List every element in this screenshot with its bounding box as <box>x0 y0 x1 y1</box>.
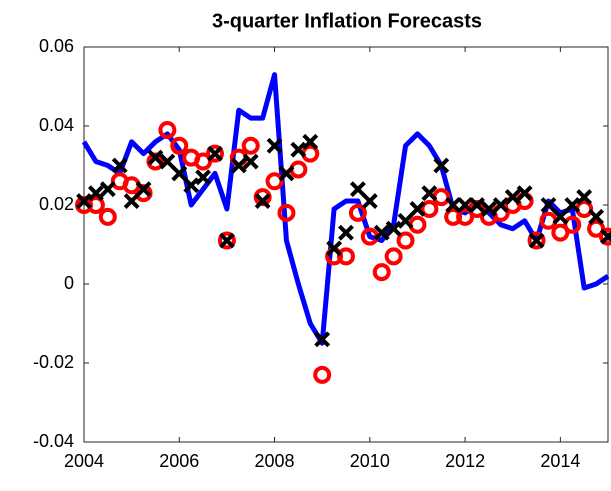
y-tick-label: 0.06 <box>39 36 74 56</box>
x-marker <box>290 141 307 158</box>
x-marker <box>183 177 200 194</box>
circle-marker <box>420 199 439 218</box>
x-marker <box>397 212 414 229</box>
x-marker <box>242 153 259 170</box>
circle-marker <box>396 231 415 250</box>
x-marker <box>314 331 331 348</box>
x-marker <box>552 208 569 225</box>
y-tick-label: 0 <box>64 273 74 293</box>
circle-marker <box>563 215 582 234</box>
circle-marker <box>527 231 546 250</box>
series-line <box>81 72 610 346</box>
circle-marker <box>241 136 260 155</box>
plot-area <box>83 46 609 443</box>
x-marker <box>457 197 474 213</box>
x-marker <box>385 220 402 237</box>
x-marker <box>409 201 426 217</box>
circle-marker <box>587 219 606 238</box>
x-marker <box>230 157 247 174</box>
x-marker <box>254 193 271 209</box>
x-marker <box>266 137 283 154</box>
circle-marker <box>75 196 93 214</box>
x-marker <box>218 232 235 249</box>
x-marker <box>469 197 485 213</box>
circle-marker <box>134 184 153 203</box>
x-marker <box>326 240 343 257</box>
x-marker <box>123 193 140 209</box>
x-marker <box>540 197 557 213</box>
x-marker <box>516 185 533 202</box>
x-marker <box>195 169 212 186</box>
x-marker <box>87 185 104 202</box>
y-tick-label: -0.02 <box>33 352 74 372</box>
x-marker <box>278 165 295 182</box>
x-marker <box>588 208 605 225</box>
x-marker <box>528 232 545 249</box>
y-tick-label: 0.04 <box>39 115 74 135</box>
y-tick-label: -0.04 <box>33 431 74 451</box>
circle-marker <box>348 203 367 222</box>
circle-marker <box>277 203 296 222</box>
circle-marker <box>194 152 213 171</box>
x-marker <box>111 157 128 174</box>
x-marker <box>135 181 152 198</box>
x-marker <box>421 185 438 202</box>
circle-marker <box>313 365 332 384</box>
circle-marker <box>146 152 165 171</box>
x-marker <box>338 224 354 241</box>
circle-marker <box>265 172 284 191</box>
x-tick-label: 2004 <box>64 451 104 471</box>
x-marker <box>99 181 116 198</box>
x-marker <box>171 165 188 182</box>
x-marker <box>373 224 390 241</box>
x-marker <box>564 197 581 213</box>
x-marker <box>361 193 378 209</box>
x-marker <box>445 197 462 213</box>
x-tick-label: 2008 <box>255 451 295 471</box>
circle-marker <box>158 120 177 139</box>
x-marker <box>207 145 223 162</box>
x-marker <box>76 193 92 209</box>
x-tick-label: 2014 <box>540 451 580 471</box>
circle-marker <box>372 263 391 282</box>
x-tick-label: 2010 <box>350 451 390 471</box>
x-marker <box>433 157 450 174</box>
circle-marker <box>217 231 236 250</box>
x-marker <box>480 201 497 217</box>
x-marker <box>349 181 366 198</box>
x-tick-label: 2012 <box>445 451 485 471</box>
x-marker <box>159 153 176 170</box>
x-marker <box>147 149 164 166</box>
x-tick-label: 2006 <box>159 451 199 471</box>
y-tick-label: 0.02 <box>39 194 74 214</box>
circle-marker <box>98 207 117 226</box>
circle-marker <box>599 227 611 246</box>
circle-marker <box>456 207 475 226</box>
x-marker <box>302 133 319 150</box>
circle-marker <box>337 247 355 266</box>
x-marker <box>600 228 611 245</box>
x-marker <box>576 189 593 206</box>
circle-marker <box>206 144 224 163</box>
x-marker <box>492 197 509 213</box>
circle-marker <box>551 223 570 242</box>
x-marker <box>504 189 521 206</box>
circle-marker <box>444 207 463 226</box>
circle-marker <box>384 247 403 266</box>
circle-marker <box>253 188 272 207</box>
chart-title: 3-quarter Inflation Forecasts <box>212 10 482 32</box>
circle-marker <box>170 136 189 155</box>
